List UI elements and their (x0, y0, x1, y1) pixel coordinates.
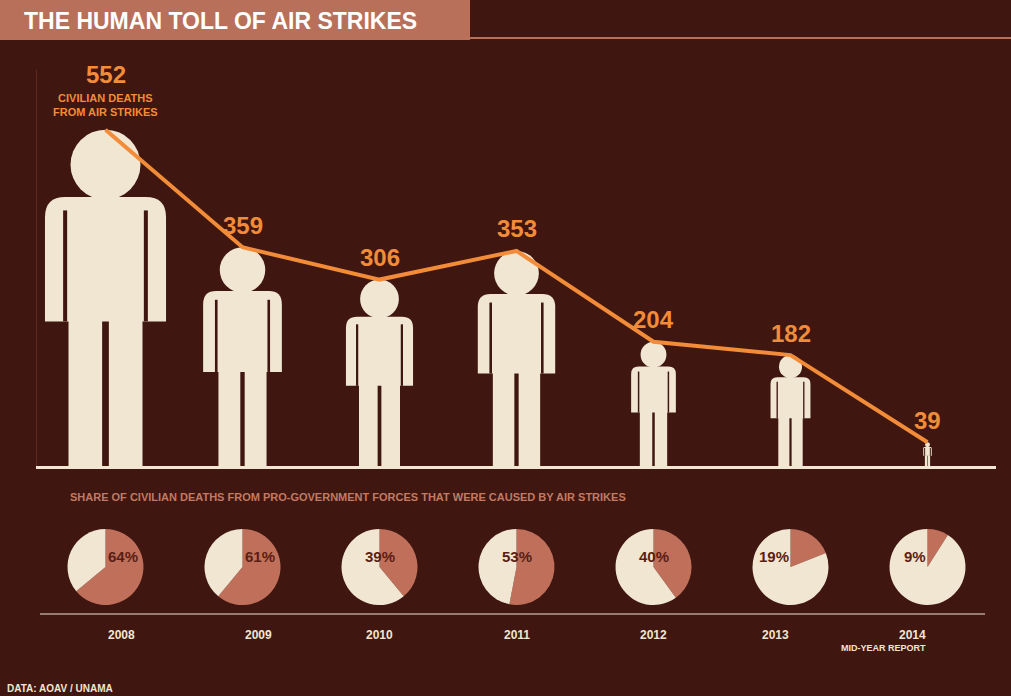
svg-text:2011: 2011 (504, 628, 530, 642)
svg-text:204: 204 (633, 306, 674, 333)
svg-text:182: 182 (771, 320, 811, 347)
svg-text:9%: 9% (904, 548, 926, 565)
svg-text:2009: 2009 (245, 628, 272, 642)
svg-text:2008: 2008 (108, 628, 135, 642)
svg-text:53%: 53% (502, 548, 532, 565)
svg-text:39%: 39% (365, 548, 395, 565)
svg-text:19%: 19% (759, 548, 789, 565)
svg-text:353: 353 (497, 215, 537, 242)
svg-text:2014: 2014 (899, 628, 926, 642)
svg-text:552: 552 (86, 61, 126, 88)
svg-text:64%: 64% (108, 548, 138, 565)
svg-text:40%: 40% (639, 548, 669, 565)
svg-text:SHARE OF CIVILIAN DEATHS FROM: SHARE OF CIVILIAN DEATHS FROM PRO-GOVERN… (70, 491, 626, 503)
svg-text:2013: 2013 (762, 628, 789, 642)
svg-text:39: 39 (914, 407, 941, 434)
svg-text:2010: 2010 (366, 628, 393, 642)
svg-text:359: 359 (223, 212, 263, 239)
svg-text:MID-YEAR REPORT: MID-YEAR REPORT (841, 643, 926, 653)
svg-text:CIVILIAN DEATHSFROM AIR STRIKE: CIVILIAN DEATHSFROM AIR STRIKES (53, 92, 158, 118)
svg-text:61%: 61% (245, 548, 275, 565)
svg-text:2012: 2012 (640, 628, 667, 642)
svg-text:DATA: AOAV / UNAMA: DATA: AOAV / UNAMA (7, 683, 113, 694)
svg-text:306: 306 (360, 244, 400, 271)
svg-text:THE HUMAN TOLL OF AIR STRIKES: THE HUMAN TOLL OF AIR STRIKES (24, 8, 417, 34)
